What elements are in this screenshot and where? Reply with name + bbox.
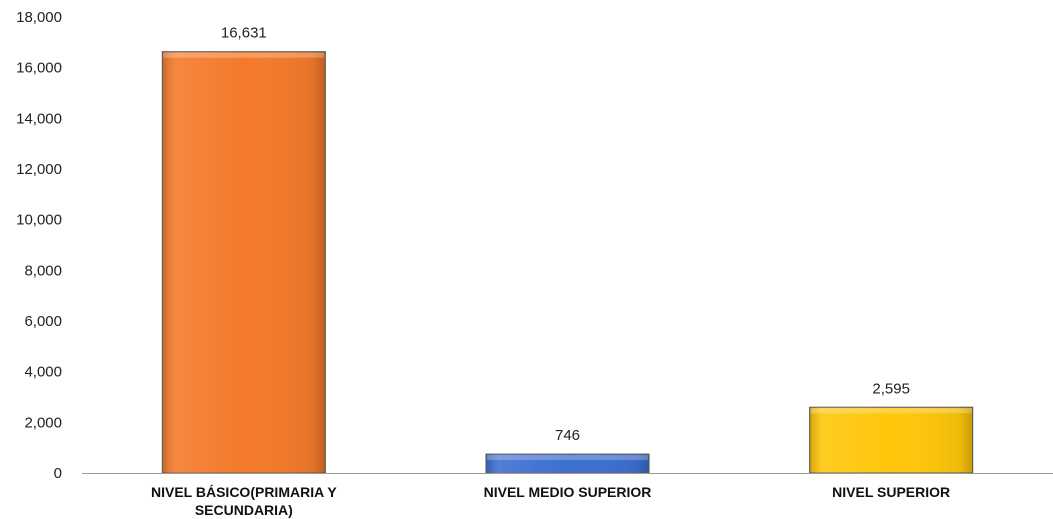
- y-axis: 0 2,000 4,000 6,000 8,000 10,000 12,000 14,000 1…: [16, 9, 62, 482]
- data-label: 2,595: [872, 380, 910, 397]
- x-axis: NIVEL BÁSICO(PRIMARIA Y SECUNDARIA) NIVEL …: [82, 473, 1053, 518]
- bar: [161, 51, 326, 474]
- bar-top-highlight: [487, 455, 648, 461]
- bar-shading: [486, 454, 649, 473]
- bar-top-highlight: [810, 408, 972, 414]
- y-tick-label: 0: [54, 465, 62, 482]
- bars: [161, 51, 974, 474]
- y-tick-label: 12,000: [16, 161, 62, 178]
- y-tick-label: 16,000: [16, 60, 62, 77]
- bar: [809, 406, 974, 474]
- x-category-label: NIVEL SUPERIOR: [832, 484, 950, 500]
- bar-shading: [162, 51, 326, 473]
- y-tick-label: 2,000: [24, 414, 62, 431]
- x-category-label: NIVEL MEDIO SUPERIOR: [484, 484, 652, 500]
- y-tick-label: 18,000: [16, 9, 62, 26]
- x-category-label: SECUNDARIA): [195, 502, 293, 518]
- x-category-label: NIVEL BÁSICO(PRIMARIA Y: [151, 484, 337, 500]
- y-tick-label: 8,000: [24, 262, 62, 279]
- y-tick-label: 4,000: [24, 364, 62, 381]
- bar-shading: [809, 407, 973, 473]
- bar: [485, 453, 650, 474]
- data-labels: 16,631 746 2,595: [221, 25, 910, 444]
- data-label: 746: [555, 427, 580, 444]
- y-tick-label: 14,000: [16, 110, 62, 127]
- y-tick-label: 6,000: [24, 313, 62, 330]
- bar-top-highlight: [163, 52, 325, 58]
- data-label: 16,631: [221, 25, 267, 42]
- y-tick-label: 10,000: [16, 212, 62, 229]
